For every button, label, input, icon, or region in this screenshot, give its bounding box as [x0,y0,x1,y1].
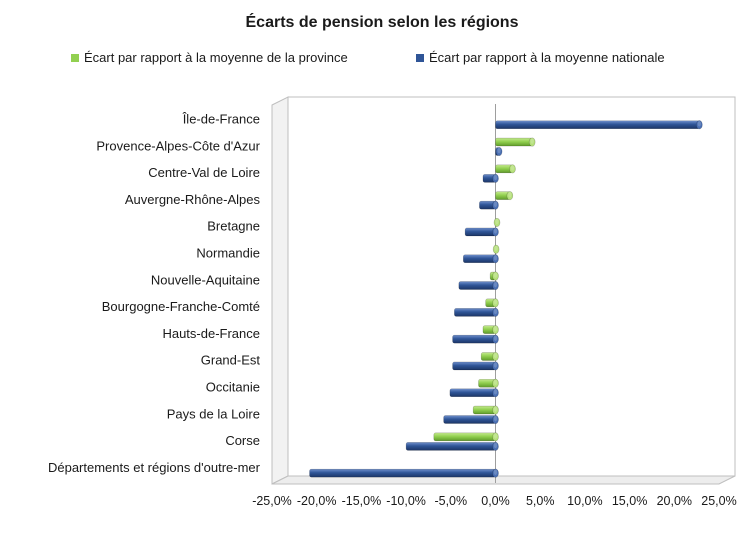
category-label: Nouvelle-Aquitaine [151,272,260,287]
bar-province [495,137,536,147]
legend-label-province: Écart par rapport à la moyenne de la pro… [84,50,348,65]
bars [309,120,703,478]
legend-label-national: Écart par rapport à la moyenne nationale [429,50,665,65]
legend-swatch-national [416,54,424,62]
x-tick-label: 5,0% [526,494,555,508]
legend: Écart par rapport à la moyenne de la pro… [71,50,665,65]
x-tick-label: 20,0% [657,494,692,508]
category-label: Normandie [196,246,260,261]
bar-province [495,164,516,174]
legend-swatch-province [71,54,79,62]
bar-province [480,351,499,361]
bar-province [485,298,499,308]
category-label: Auvergne-Rhône-Alpes [125,192,261,207]
category-label: Centre-Val de Loire [148,165,260,180]
bar-province [433,432,499,442]
category-label: Hauts-de-France [162,326,260,341]
x-tick-label: -15,0% [342,494,382,508]
bar-national [495,120,703,130]
plot-walls [271,96,736,485]
bar-province [482,325,499,335]
bar-province [495,191,514,201]
bar-national [449,388,499,398]
x-tick-labels: -25,0% -20,0% -15,0% -10,0% -5,0% 0,0% 5,0% 10,… [252,494,737,508]
category-label: Grand-Est [201,353,261,368]
category-label: Départements et régions d'outre-mer [48,460,261,475]
bar-national [454,307,499,317]
x-tick-label: 15,0% [612,494,647,508]
floor [271,475,736,485]
x-tick-label: 25,0% [701,494,736,508]
bar-province [478,378,499,388]
category-labels: Île-de-France Provence-Alpes-Côte d'Azur C… [48,112,261,475]
side-wall [271,96,289,485]
category-label: Corse [225,433,260,448]
bar-national [452,361,499,371]
x-tick-label: -10,0% [386,494,426,508]
category-label: Bretagne [207,219,260,234]
bar-national [463,254,499,264]
bar-national [443,415,499,425]
bar-national [452,334,499,344]
bar-province [492,244,500,254]
bar-province [489,271,499,281]
bar-national [405,441,499,451]
bar-national [479,200,499,210]
bar-province [493,217,501,227]
bar-national [464,227,499,237]
x-tick-label: 10,0% [567,494,602,508]
bar-province [472,405,499,415]
back-wall [287,96,736,477]
category-label: Provence-Alpes-Côte d'Azur [96,138,260,153]
chart-title: Écarts de pension selon les régions [246,12,519,31]
bar-national [495,147,503,157]
bar-national [458,281,499,291]
x-tick-label: 0,0% [481,494,510,508]
category-label: Bourgogne-Franche-Comté [102,299,260,314]
bar-national [482,173,499,183]
x-tick-label: -25,0% [252,494,292,508]
category-label: Île-de-France [182,112,260,127]
bar-national [309,468,499,478]
category-label: Pays de la Loire [167,406,260,421]
x-tick-label: -5,0% [434,494,467,508]
x-tick-label: -20,0% [297,494,337,508]
category-label: Occitanie [206,380,260,395]
